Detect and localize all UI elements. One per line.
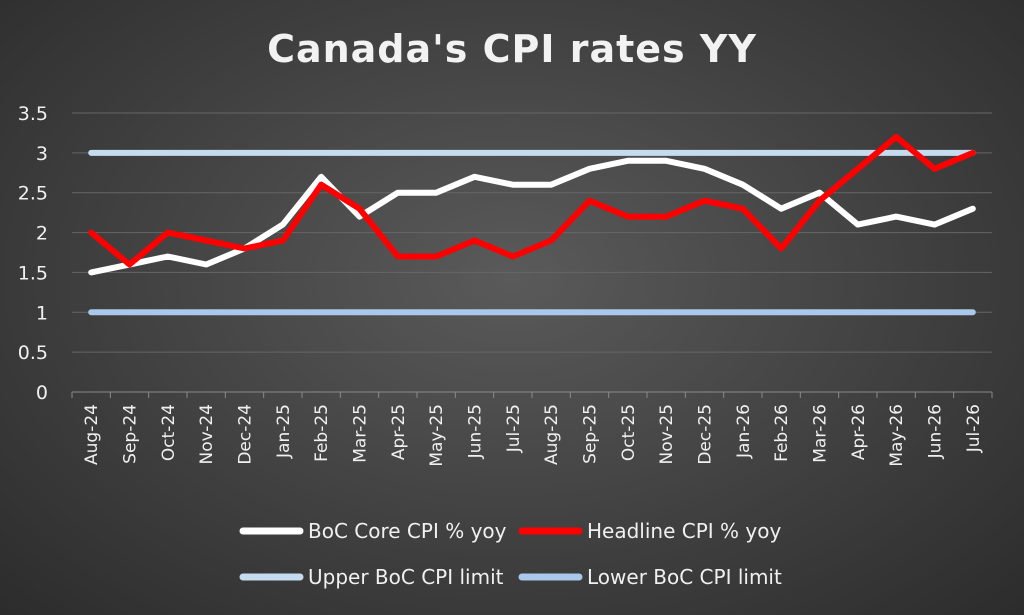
x-tick-label: Jun-26 [926, 404, 946, 459]
x-tick-label: Jun-25 [466, 404, 486, 459]
y-tick-label: 1.5 [18, 262, 48, 284]
core-cpi-line [88, 157, 976, 276]
legend-headline-cpi: Headline CPI % yoy [518, 519, 781, 543]
legend-label: BoC Core CPI % yoy [308, 519, 507, 543]
x-tick-label: May-26 [887, 404, 907, 467]
x-tick-label: Apr-26 [849, 404, 869, 460]
x-tick-label: Sep-25 [581, 404, 601, 464]
x-axis-ticks: Aug-24 Sep-24 Oct-24 Nov-24 Dec-24 Jan-25 Feb-… [71, 392, 993, 467]
y-tick-label: 0 [36, 382, 48, 404]
x-tick-label: Jul-25 [504, 404, 524, 453]
chart-title: Canada's CPI rates YY [267, 27, 757, 71]
y-tick-label: 1 [36, 302, 48, 324]
legend-lower-limit: Lower BoC CPI limit [518, 565, 782, 589]
x-tick-label: Sep-24 [121, 404, 141, 464]
x-tick-label: Jan-26 [734, 404, 754, 459]
x-tick-label: Dec-24 [236, 404, 256, 465]
y-tick-label: 2.5 [18, 183, 48, 205]
y-tick-label: 2 [36, 223, 48, 245]
y-axis-ticks: 0 0.5 1 1.5 2 2.5 3 3.5 [18, 103, 48, 404]
x-tick-label: Apr-25 [389, 404, 409, 460]
x-tick-label: Mar-26 [811, 404, 831, 463]
x-tick-label: Jul-26 [964, 404, 984, 453]
legend-core-cpi: BoC Core CPI % yoy [239, 519, 507, 543]
legend-label: Upper BoC CPI limit [308, 565, 504, 589]
x-tick-label: May-25 [427, 404, 447, 467]
legend-label: Lower BoC CPI limit [587, 565, 782, 589]
legend-label: Headline CPI % yoy [587, 519, 781, 543]
headline-cpi-line [88, 133, 976, 268]
x-tick-label: Feb-26 [772, 404, 792, 462]
y-tick-label: 3 [36, 143, 48, 165]
y-tick-label: 3.5 [18, 103, 48, 125]
x-tick-label: Mar-25 [351, 404, 371, 463]
y-tick-label: 0.5 [18, 342, 48, 364]
x-tick-label: Nov-24 [197, 404, 217, 465]
x-tick-label: Aug-25 [542, 404, 562, 465]
legend-upper-limit: Upper BoC CPI limit [239, 565, 504, 589]
x-tick-label: Feb-25 [312, 404, 332, 462]
x-tick-label: Nov-25 [657, 404, 677, 465]
x-tick-label: Oct-25 [619, 404, 639, 461]
x-tick-label: Dec-25 [696, 404, 716, 465]
series-lines [88, 133, 976, 316]
x-tick-label: Aug-24 [82, 404, 102, 465]
x-tick-label: Jan-25 [274, 404, 294, 459]
legend: BoC Core CPI % yoy Headline CPI % yoy Uppe… [239, 519, 782, 589]
x-tick-label: Oct-24 [159, 404, 179, 461]
